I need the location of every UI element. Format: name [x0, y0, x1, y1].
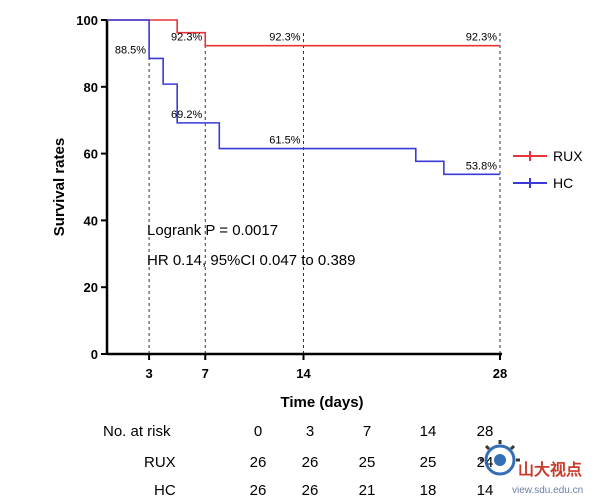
x-tick-label-7: 7	[202, 366, 209, 381]
annotation-6: 53.8%	[466, 160, 497, 172]
point-annotations: 92.3% 92.3% 92.3% 88.5% 69.2% 61.5% 53.8%	[115, 32, 497, 173]
reference-lines	[148, 30, 501, 354]
annotation-0: 92.3%	[171, 32, 202, 44]
hazard-ratio-stat: HR 0.14, 95%CI 0.047 to 0.389	[147, 252, 355, 269]
risk-hc-0: 26	[250, 482, 267, 498]
risk-hc-7: 21	[359, 482, 376, 498]
watermark-text: 山大视点	[518, 460, 582, 479]
risk-time-14: 14	[420, 423, 437, 440]
y-tick-label-40: 40	[84, 213, 98, 228]
y-ticks: 0 20 40 60 80 100	[76, 13, 107, 362]
risk-hc-28: 14	[477, 482, 494, 498]
legend: RUX HC	[513, 148, 583, 191]
risk-rux-3: 26	[302, 454, 319, 471]
risk-time-7: 7	[363, 423, 371, 440]
watermark-logo: 山大视点 view.sdu.edu.cn	[480, 440, 583, 496]
sun-logo-icon	[480, 440, 520, 476]
legend-label-rux: RUX	[553, 148, 583, 164]
risk-hc-14: 18	[420, 482, 437, 498]
y-tick-label-20: 20	[84, 280, 98, 295]
watermark-url: view.sdu.edu.cn	[512, 485, 583, 496]
x-tick-label-28: 28	[493, 366, 507, 381]
x-tick-label-14: 14	[296, 366, 311, 381]
annotation-4: 69.2%	[171, 109, 202, 121]
risk-hc-3: 26	[302, 482, 319, 498]
risk-rux-0: 26	[250, 454, 267, 471]
logrank-stat: Logrank P = 0.0017	[147, 222, 278, 239]
risk-rux-7: 25	[359, 454, 376, 471]
risk-header-label: No. at risk	[103, 423, 171, 440]
y-tick-label-100: 100	[76, 13, 98, 28]
curve-rux	[107, 19, 500, 47]
risk-table: No. at risk 0 3 7 14 28 RUX 26 26 25 25 …	[103, 423, 493, 498]
risk-rux-14: 25	[420, 454, 437, 471]
x-ticks: 3 7 14 28	[145, 354, 507, 381]
survival-curves	[107, 19, 500, 176]
risk-time-0: 0	[254, 423, 262, 440]
y-axis-title: Survival rates	[51, 138, 68, 236]
risk-time-3: 3	[306, 423, 314, 440]
annotation-2: 92.3%	[466, 32, 497, 44]
curve-hc	[107, 19, 500, 176]
annotation-5: 61.5%	[269, 135, 300, 147]
axes	[105, 20, 502, 356]
x-tick-label-3: 3	[145, 366, 152, 381]
y-tick-label-80: 80	[84, 80, 98, 95]
annotation-3: 88.5%	[115, 44, 146, 56]
x-axis-title: Time (days)	[280, 394, 363, 411]
risk-row-label-hc: HC	[154, 482, 176, 498]
annotation-1: 92.3%	[269, 32, 300, 44]
y-tick-label-60: 60	[84, 147, 98, 162]
risk-row-label-rux: RUX	[144, 454, 176, 471]
y-tick-label-0: 0	[91, 347, 98, 362]
risk-time-28: 28	[477, 423, 494, 440]
legend-label-hc: HC	[553, 175, 573, 191]
